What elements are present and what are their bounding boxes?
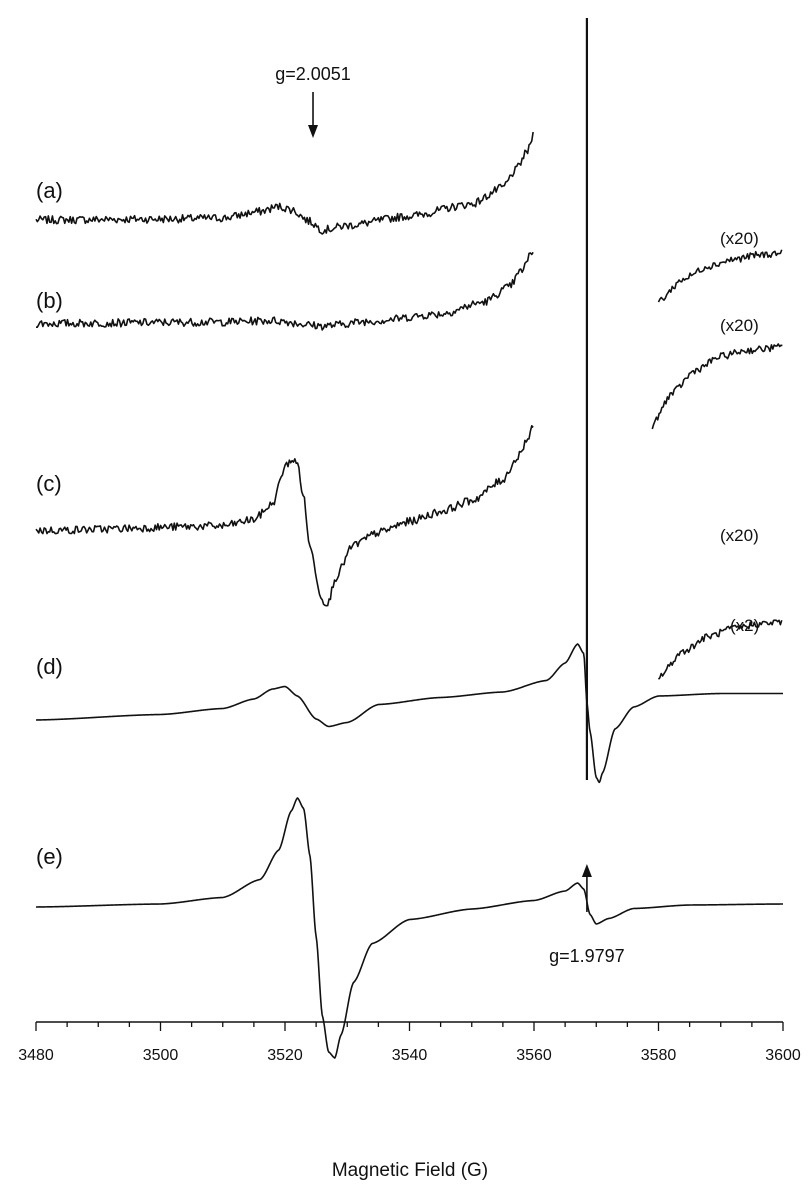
trace-label-d: (d) <box>36 654 63 679</box>
trace-c <box>35 425 534 607</box>
scale-label-b: (x20) <box>720 316 759 335</box>
traces-group <box>35 131 784 1059</box>
x-tick-label-3520: 3520 <box>267 1047 303 1064</box>
x-axis-title: Magnetic Field (G) <box>332 1160 488 1181</box>
g-value-annotation-bottom: g=1.9797 <box>549 946 625 966</box>
scale-label-c: (x20) <box>720 526 759 545</box>
g-value-annotation-top: g=2.0051 <box>275 64 351 84</box>
trace-a <box>35 131 534 235</box>
scale-label-d: (x2) <box>730 616 759 635</box>
x-tick-label-3580: 3580 <box>641 1047 677 1064</box>
trace-label-b: (b) <box>36 288 63 313</box>
down-arrow-icon <box>308 92 319 138</box>
x-tick-label-3480: 3480 <box>18 1047 54 1064</box>
scaled-segments-group <box>651 249 783 680</box>
trace-label-a: (a) <box>36 178 63 203</box>
trace-label-e: (e) <box>36 844 63 869</box>
trace-e <box>35 797 784 1059</box>
x-tick-label-3600: 3600 <box>765 1047 801 1064</box>
x-tick-label-3540: 3540 <box>392 1047 428 1064</box>
up-arrow-icon <box>581 864 592 912</box>
trace-b <box>35 251 534 331</box>
scaled-segment-3 <box>657 619 783 680</box>
scale-label-a: (x20) <box>720 229 759 248</box>
x-tick-label-3560: 3560 <box>516 1047 552 1064</box>
x-tick-label-3500: 3500 <box>143 1047 179 1064</box>
trace-d <box>35 643 784 784</box>
scaled-segment-2 <box>651 343 783 430</box>
x-axis-ticks <box>35 1022 784 1031</box>
trace-label-c: (c) <box>36 471 62 496</box>
scaled-segment-1 <box>657 249 783 303</box>
